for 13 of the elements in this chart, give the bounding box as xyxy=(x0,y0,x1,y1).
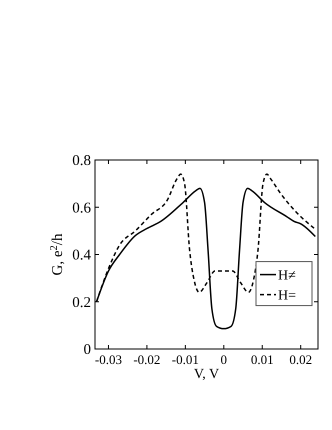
x-tick-label: 0.01 xyxy=(250,352,274,367)
y-tick-label: 0.6 xyxy=(72,200,92,216)
y-tick-label: 0.2 xyxy=(72,294,91,311)
legend-label: H= xyxy=(278,288,296,304)
x-tick-label: 0 xyxy=(220,352,228,367)
y-tick-label: 0.8 xyxy=(72,153,91,169)
y-tick-label: 0.4 xyxy=(72,248,92,264)
x-tick-label: 0.02 xyxy=(289,352,312,367)
x-tick-label: -0.03 xyxy=(94,352,122,367)
legend-label: H≠ xyxy=(278,268,296,284)
x-axis-title: V, V xyxy=(194,367,220,382)
x-tick-label: -0.01 xyxy=(172,352,199,367)
x-tick-label: -0.02 xyxy=(133,352,160,367)
